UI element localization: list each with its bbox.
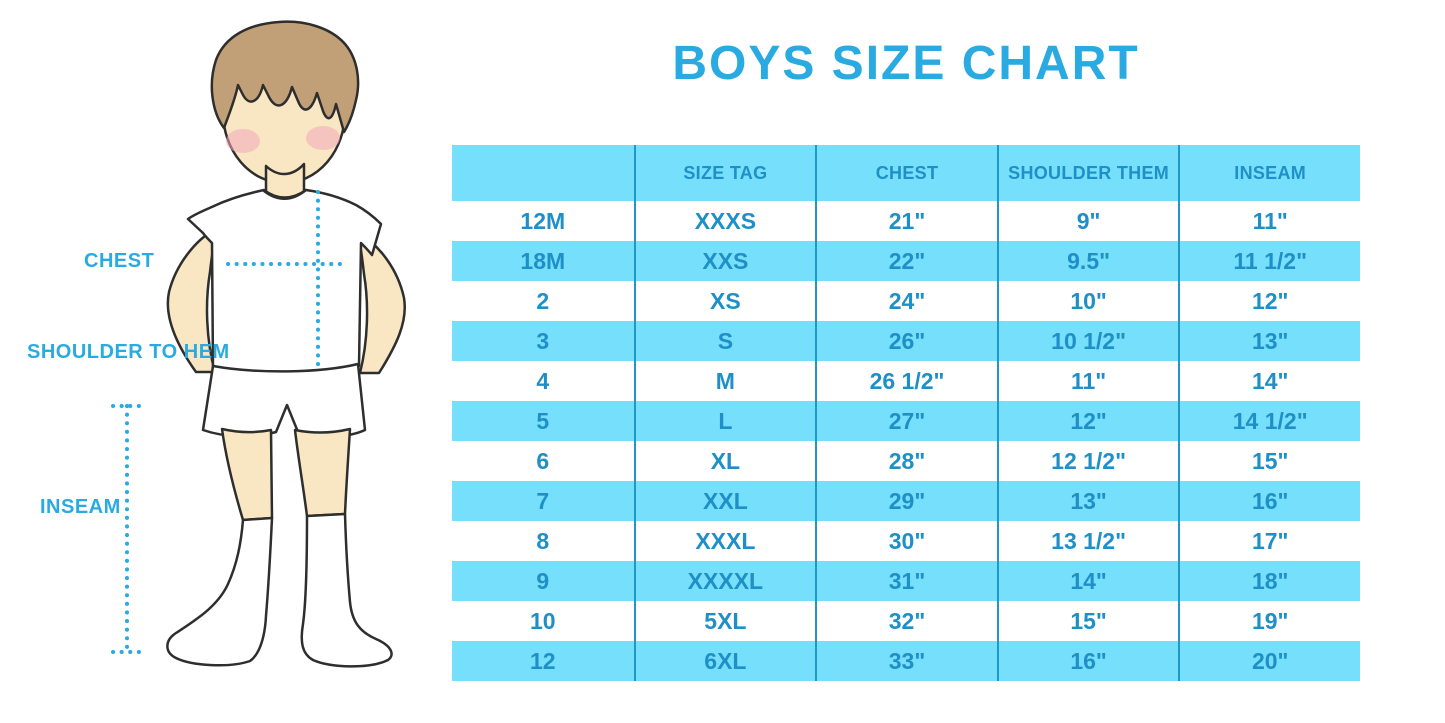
table-cell: 18" bbox=[1178, 561, 1360, 601]
table-cell: XS bbox=[633, 281, 816, 321]
table-cell: 12" bbox=[996, 401, 1179, 441]
table-cell: 12" bbox=[1178, 281, 1360, 321]
boy-figure-svg bbox=[111, 20, 406, 668]
table-cell: 5 bbox=[452, 401, 634, 441]
table-cell: XXXXL bbox=[633, 561, 816, 601]
table-cell: XXXS bbox=[633, 201, 816, 241]
table-cell: 30" bbox=[815, 521, 997, 561]
table-cell: 18M bbox=[452, 241, 634, 281]
table-cell: 24" bbox=[815, 281, 997, 321]
table-cell: 15" bbox=[996, 601, 1179, 641]
table-cell: L bbox=[633, 401, 816, 441]
table-cell: 31" bbox=[815, 561, 997, 601]
table-cell: 17" bbox=[1178, 521, 1360, 561]
sock-right bbox=[300, 512, 393, 668]
table-cell: 10" bbox=[996, 281, 1179, 321]
table-cell: 12 1/2" bbox=[996, 441, 1179, 481]
header-cell: INSEAM bbox=[1178, 145, 1360, 201]
hair bbox=[210, 20, 360, 134]
table-cell: 27" bbox=[815, 401, 997, 441]
shorts bbox=[201, 362, 367, 438]
table-cell: XXXL bbox=[633, 521, 816, 561]
shoulder-to-hem-label: SHOULDER TO HEM bbox=[27, 341, 230, 363]
table-cell: 16" bbox=[996, 641, 1179, 681]
table-cell: 7 bbox=[452, 481, 634, 521]
table-cell: XXS bbox=[633, 241, 816, 281]
table-cell: 29" bbox=[815, 481, 997, 521]
header-cell: SHOULDER THEM bbox=[996, 145, 1179, 201]
table-cell: 13" bbox=[1178, 321, 1360, 361]
boy-measurement-illustration: CHEST SHOULDER TO HEM INSEAM bbox=[0, 0, 445, 723]
table-cell: 11" bbox=[1178, 201, 1360, 241]
blush-right bbox=[306, 126, 340, 150]
table-cell: 33" bbox=[815, 641, 997, 681]
header-cell: SIZE TAG bbox=[633, 145, 816, 201]
table-cell: 14 1/2" bbox=[1178, 401, 1360, 441]
table-cell: 12 bbox=[452, 641, 634, 681]
table-cell: 15" bbox=[1178, 441, 1360, 481]
table-cell: 4 bbox=[536, 367, 550, 394]
table-cell: S bbox=[633, 321, 816, 361]
table-cell: 8 bbox=[536, 527, 550, 554]
table-cell: 19" bbox=[1178, 601, 1360, 641]
header-cell bbox=[452, 145, 634, 201]
table-cell: 10 1/2" bbox=[996, 321, 1179, 361]
table-cell: 11 1/2" bbox=[1178, 241, 1360, 281]
table-cell: XXL bbox=[633, 481, 816, 521]
table-cell: 20" bbox=[1178, 641, 1360, 681]
table-cell: 2 bbox=[536, 287, 550, 314]
table-cell: 9 bbox=[452, 561, 634, 601]
table-cell: 14" bbox=[1178, 361, 1360, 401]
blush-left bbox=[226, 129, 260, 153]
table-cell: 14" bbox=[996, 561, 1179, 601]
table-cell: 6XL bbox=[633, 641, 816, 681]
collar-line bbox=[262, 188, 308, 200]
table-cell: XL bbox=[633, 441, 816, 481]
arm-right bbox=[356, 232, 406, 375]
table-cell: 32" bbox=[815, 601, 997, 641]
inseam-label: INSEAM bbox=[40, 496, 121, 518]
table-cell: 21" bbox=[815, 201, 997, 241]
table-cell: 5XL bbox=[633, 601, 816, 641]
leg-left bbox=[220, 427, 274, 522]
chest-label: CHEST bbox=[84, 250, 155, 272]
table-cell: 12M bbox=[520, 207, 566, 234]
table-cell: 6 bbox=[536, 447, 550, 474]
page-title: BOYS SIZE CHART bbox=[672, 37, 1140, 90]
table-cell: 16" bbox=[1178, 481, 1360, 521]
header-cell: CHEST bbox=[815, 145, 997, 201]
table-cell: 10 bbox=[530, 607, 556, 634]
size-table: SIZE TAG CHEST SHOULDER THEM INSEAM 12M XXXS 2… bbox=[452, 145, 1360, 681]
sock-left bbox=[166, 516, 274, 667]
table-cell: 3 bbox=[452, 321, 634, 361]
table-cell: 13 1/2" bbox=[996, 521, 1179, 561]
table-cell: 26 1/2" bbox=[815, 361, 997, 401]
table-cell: 9.5" bbox=[996, 241, 1179, 281]
table-cell: 11" bbox=[996, 361, 1179, 401]
table-cell: 26" bbox=[815, 321, 997, 361]
table-cell: 28" bbox=[815, 441, 997, 481]
table-cell: 9" bbox=[996, 201, 1179, 241]
table-cell: 13" bbox=[996, 481, 1179, 521]
table-cell: 22" bbox=[815, 241, 997, 281]
leg-right bbox=[293, 427, 352, 518]
table-cell: M bbox=[633, 361, 816, 401]
